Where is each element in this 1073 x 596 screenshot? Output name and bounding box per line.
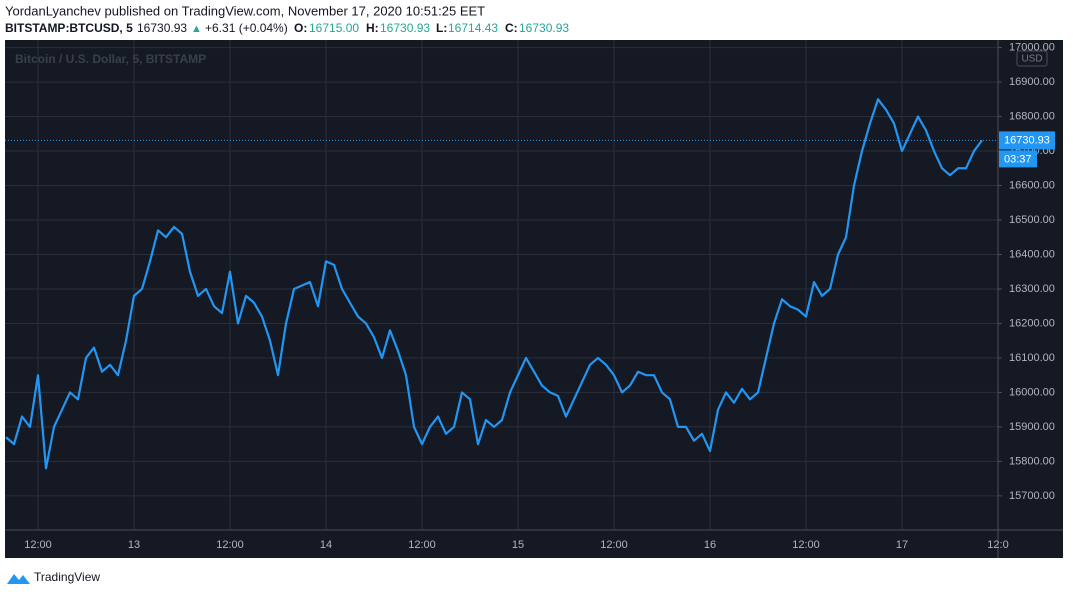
close: 16730.93 [519,21,569,35]
x-tick-label: 12:00 [792,539,820,551]
brand: TradingView [34,570,100,584]
symbol: BITSTAMP:BTCUSD, 5 [5,21,133,35]
x-tick-label: 13 [128,539,140,551]
high: 16730.93 [380,21,430,35]
y-tick-label: 16900.00 [1009,76,1055,88]
low-label: L: [436,21,447,35]
y-tick-label: 16000.00 [1009,386,1055,398]
y-tick-label: 16100.00 [1009,352,1055,364]
price: 16730.93 [137,21,187,35]
y-tick-label: 15800.00 [1009,455,1055,467]
x-tick-label: 12:0 [987,539,1008,551]
y-tick-label: 16500.00 [1009,214,1055,226]
x-tick-label: 12:00 [600,539,628,551]
currency-box [1016,50,1048,67]
close-label: C: [505,21,518,35]
x-tick-label: 16 [704,539,716,551]
y-tick-label: 16300.00 [1009,283,1055,295]
publisher-line: YordanLyanchev published on TradingView.… [5,3,485,18]
x-tick-label: 12:00 [216,539,244,551]
last-price-box [999,131,1055,150]
currency: USD [1021,54,1042,65]
y-tick-label: 16800.00 [1009,110,1055,122]
y-tick-label: 17000.00 [1009,41,1055,53]
y-tick-label: 16600.00 [1009,179,1055,191]
chart-background [5,40,1063,558]
x-tick-label: 17 [896,539,908,551]
x-tick-label: 14 [320,539,332,551]
open-label: O: [294,21,307,35]
last-price-label: 16730.93 [1004,134,1050,146]
x-tick-label: 12:00 [24,539,52,551]
y-tick-label: 15900.00 [1009,421,1055,433]
y-tick-label: 15700.00 [1009,490,1055,502]
watermark: Bitcoin / U.S. Dollar, 5, BITSTAMP [15,52,206,66]
x-tick-label: 12:00 [408,539,436,551]
countdown-box [999,150,1037,168]
arrow: ▲ [191,23,202,35]
y-tick-label: 16400.00 [1009,248,1055,260]
price-line [5,98,983,470]
x-tick-label: 15 [512,539,524,551]
high-label: H: [366,21,379,35]
change: +6.31 (+0.04%) [205,21,288,35]
logo [7,574,30,584]
y-tick-label: 16200.00 [1009,317,1055,329]
countdown: 03:37 [1004,153,1032,165]
open: 16715.00 [309,21,359,35]
low: 16714.43 [448,21,498,35]
